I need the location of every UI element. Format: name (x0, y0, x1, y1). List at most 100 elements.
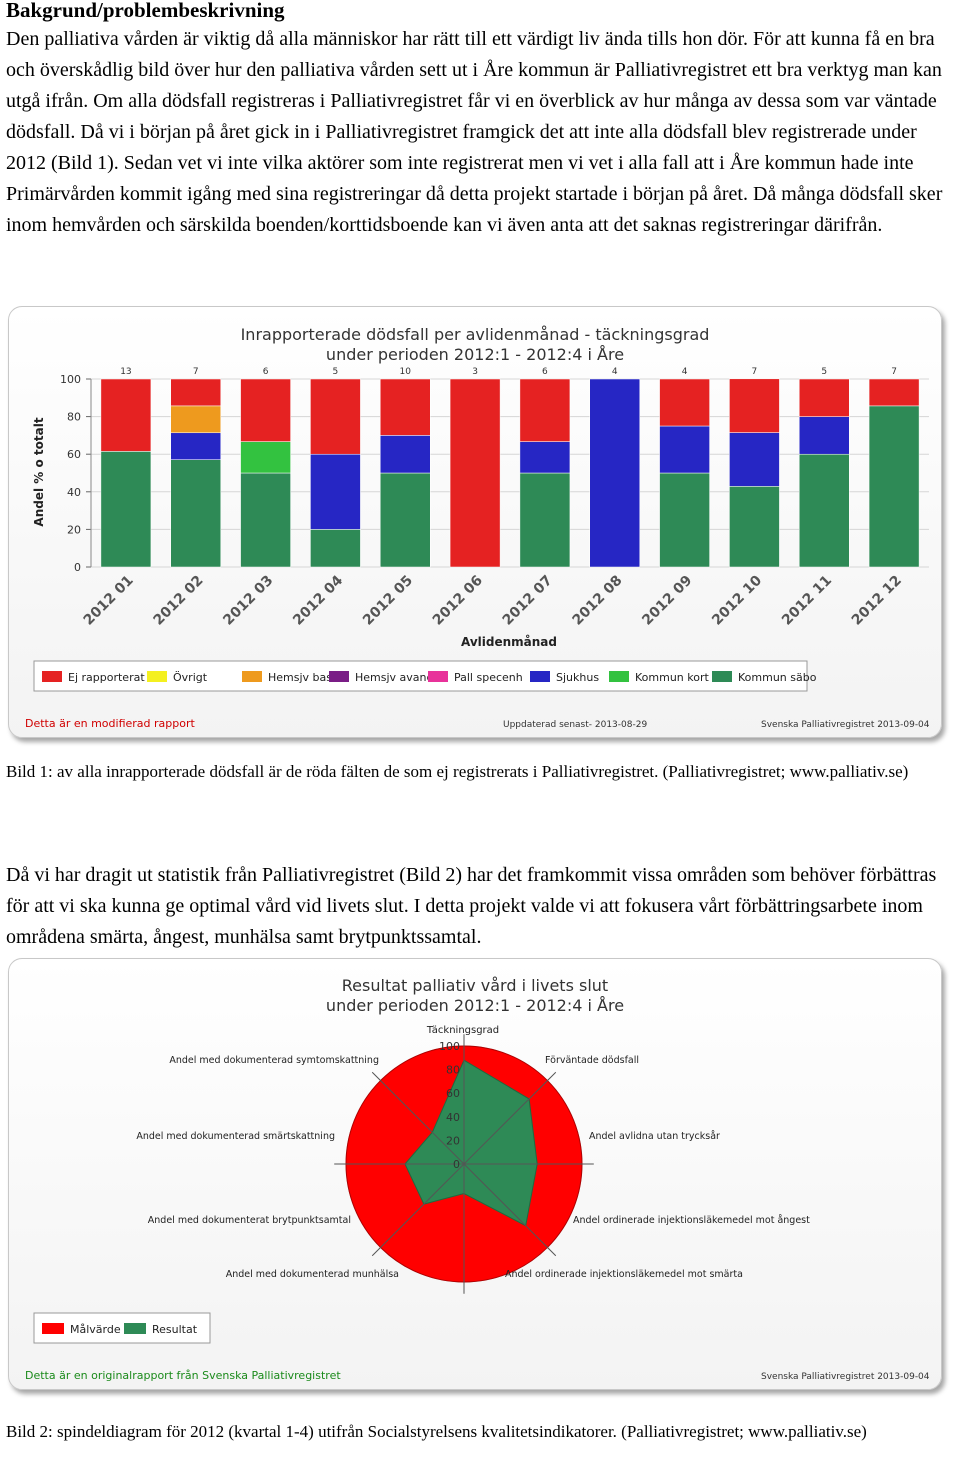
radial-tick-label: 20 (446, 1134, 460, 1147)
axis-label: Andel avlidna utan trycksår (589, 1131, 720, 1142)
bar-segment (100, 378, 152, 452)
count-label: 13 (120, 367, 131, 377)
x-tick-label: 2012 01 (81, 573, 137, 629)
y-tick-label: 100 (60, 373, 81, 386)
bar-segment (799, 453, 850, 568)
bar-segment (100, 451, 152, 568)
legend-label: Kommun kort (635, 671, 709, 684)
bar-segment (449, 378, 501, 568)
x-tick-label: 2012 03 (220, 573, 276, 629)
bar-segment (170, 378, 221, 407)
count-label: 4 (612, 367, 618, 377)
bar-segment (868, 405, 920, 568)
bar-segment (519, 441, 571, 474)
count-label: 7 (891, 367, 897, 377)
coverage-bar-chart: Inrapporterade dödsfall per avlidenmånad… (25, 325, 930, 730)
axis-label: Förväntade dödsfall (545, 1055, 639, 1066)
legend-swatch (530, 671, 550, 682)
chart-title: Inrapporterade dödsfall per avlidenmånad… (241, 325, 710, 344)
updated-date: Uppdaterad senast- 2013-08-29 (503, 720, 647, 730)
bar-segment (240, 441, 291, 474)
x-tick-label: 2012 07 (500, 573, 556, 629)
legend-swatch (242, 671, 262, 682)
x-tick-label: 2012 04 (290, 572, 346, 628)
background-paragraph: Den palliativa vården är viktig då alla … (6, 28, 943, 236)
y-tick-label: 60 (67, 448, 81, 461)
x-tick-label: 2012 05 (360, 573, 416, 629)
bar-segment (170, 405, 221, 434)
bar-segment (729, 432, 780, 487)
radial-tick-label: 40 (446, 1111, 460, 1124)
chart-subtitle: under perioden 2012:1 - 2012:4 i Åre (326, 345, 624, 364)
y-tick-label: 40 (67, 486, 81, 499)
bar-segment (310, 529, 361, 568)
bar-segment (729, 486, 780, 568)
modified-report-note: Detta är en modifierad rapport (25, 717, 195, 730)
x-axis-label: Avlidenmånad (461, 635, 557, 649)
axis-label: Andel med dokumenterad symtomskattning (169, 1055, 379, 1066)
count-label: 4 (682, 367, 688, 377)
legend-label: Ej rapporterat (68, 671, 145, 684)
axis-label: Andel med dokumenterad smärtskattning (136, 1131, 335, 1142)
registry-credit: Svenska Palliativregistret 2013-09-04 (761, 1372, 930, 1382)
radar-spoke (371, 1071, 465, 1165)
radar-spoke (371, 1163, 465, 1257)
bar-segment (799, 416, 850, 455)
count-label: 3 (472, 367, 478, 377)
count-label: 7 (193, 367, 199, 377)
bar-segment (240, 472, 291, 568)
quality-radar-chart: Resultat palliativ vård i livets slut un… (25, 976, 930, 1382)
count-label: 10 (400, 367, 412, 377)
x-tick-label: 2012 12 (849, 573, 905, 629)
bar-segment (310, 378, 361, 455)
x-tick-label: 2012 06 (430, 573, 486, 629)
chart-subtitle: under perioden 2012:1 - 2012:4 i Åre (326, 996, 624, 1015)
bar-segment (310, 453, 361, 530)
legend-label: Målvärde (70, 1323, 121, 1336)
legend-label: Hemsjv avanc (355, 671, 433, 684)
radial-tick-label: 80 (446, 1064, 460, 1077)
axis-label: Andel med dokumenterat brytpunktsamtal (148, 1215, 351, 1226)
registry-credit: Svenska Palliativregistret 2013-09-04 (761, 720, 930, 730)
y-tick-label: 80 (67, 411, 81, 424)
bar-segment (659, 378, 710, 427)
legend-swatch (42, 1323, 64, 1334)
legend-swatch (147, 671, 167, 682)
x-tick-label: 2012 10 (709, 572, 765, 628)
legend-swatch (124, 1323, 146, 1334)
legend-label: Resultat (152, 1323, 198, 1336)
count-label: 6 (263, 367, 269, 377)
count-label: 5 (821, 367, 827, 377)
legend-label: Kommun säbo (738, 671, 817, 684)
chart-radar-panel: Resultat palliativ vård i livets slut un… (8, 958, 942, 1390)
bar-segment (729, 378, 780, 433)
bar-segment (799, 378, 850, 417)
axis-label: Andel ordinerade injektionsläkemedel mot… (573, 1215, 810, 1226)
caption-figure-2: Bild 2: spindeldiagram för 2012 (kvartal… (6, 1422, 867, 1441)
x-tick-label: 2012 09 (639, 573, 695, 629)
bar-segment (170, 432, 221, 460)
legend-swatch (329, 671, 349, 682)
statistics-paragraph: Då vi har dragit ut statistik från Palli… (6, 864, 937, 948)
y-tick-label: 0 (74, 561, 81, 574)
bar-segment (519, 472, 571, 568)
legend-swatch (609, 671, 629, 682)
bar-segment (519, 378, 571, 442)
radar-spoke (463, 1071, 557, 1165)
radial-tick-label: 0 (453, 1158, 460, 1171)
x-tick-label: 2012 02 (150, 573, 206, 629)
bar-segment (380, 378, 431, 436)
bar-segment (380, 435, 431, 474)
legend-label: Övrigt (173, 671, 208, 684)
bar-segment (659, 425, 710, 474)
axis-label: Andel ordinerade injektionsläkemedel mot… (505, 1269, 743, 1280)
legend-swatch (42, 671, 62, 682)
caption-figure-1: Bild 1: av alla inrapporterade dödsfall … (6, 762, 909, 781)
legend-label: Pall specenh (454, 671, 523, 684)
axis-label: Andel med dokumenterad munhälsa (226, 1269, 399, 1280)
chart-title: Resultat palliativ vård i livets slut (342, 976, 608, 995)
radial-tick-label: 60 (446, 1087, 460, 1100)
count-label: 5 (333, 367, 339, 377)
original-report-note: Detta är en originalrapport från Svenska… (25, 1369, 341, 1382)
radial-tick-label: 100 (439, 1040, 460, 1053)
